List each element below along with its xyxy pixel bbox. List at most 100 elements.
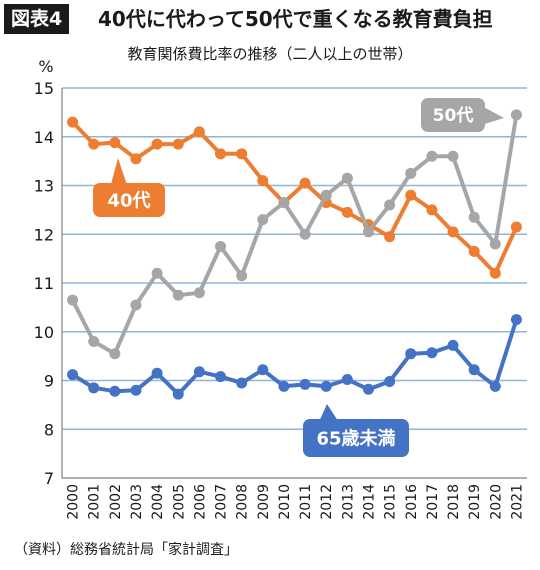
- data-point-s40: [341, 206, 353, 218]
- data-point-s50: [172, 289, 184, 301]
- data-point-s65: [447, 339, 459, 351]
- data-point-s65: [384, 375, 396, 387]
- data-point-s50: [320, 189, 332, 201]
- data-point-s65: [405, 348, 417, 360]
- data-point-s40: [257, 175, 269, 187]
- data-point-s40: [405, 189, 417, 201]
- data-point-s50: [362, 226, 374, 238]
- data-point-s40: [299, 177, 311, 189]
- y-tick-label: 14: [34, 128, 54, 147]
- data-point-s65: [193, 366, 205, 378]
- x-tick-label: 2005: [171, 484, 187, 520]
- data-point-s65: [151, 367, 163, 379]
- data-point-s40: [236, 148, 248, 160]
- data-point-s40: [67, 116, 79, 128]
- series-label-box-s40: [93, 183, 165, 217]
- x-tick-label: 2002: [108, 484, 124, 520]
- data-point-s65: [67, 369, 79, 381]
- figure-badge: 図表4: [4, 4, 70, 34]
- data-point-s65: [215, 371, 227, 383]
- data-point-s40: [193, 126, 205, 138]
- series-line-s50: [70, 112, 519, 356]
- data-point-s50: [299, 228, 311, 240]
- data-point-s65: [109, 385, 121, 397]
- x-tick-label: 2011: [298, 484, 314, 520]
- x-tick-label: 2017: [425, 484, 441, 520]
- data-point-s50: [341, 172, 353, 184]
- data-point-s40: [489, 267, 501, 279]
- data-point-s40: [468, 245, 480, 257]
- data-point-s65: [362, 383, 374, 395]
- data-point-s65: [236, 377, 248, 389]
- data-point-s65: [130, 384, 142, 396]
- chart-subtitle: 教育関係費比率の推移（二人以上の世帯）: [127, 45, 413, 63]
- x-tick-label: 2004: [150, 484, 166, 520]
- data-point-s50: [510, 109, 522, 121]
- x-tick-label: 2015: [383, 484, 399, 520]
- y-tick-label: 12: [34, 225, 54, 244]
- data-point-s65: [172, 388, 184, 400]
- x-tick-label: 2007: [214, 484, 230, 520]
- data-point-s40: [130, 153, 142, 165]
- data-point-s50: [193, 287, 205, 299]
- x-tick-label: 2013: [340, 484, 356, 520]
- series-line-s65: [70, 317, 519, 397]
- data-point-s50: [426, 150, 438, 162]
- data-point-s40: [447, 226, 459, 238]
- data-point-s65: [278, 380, 290, 392]
- x-tick-label: 2020: [488, 484, 504, 520]
- data-point-s40: [151, 138, 163, 150]
- data-point-s50: [384, 199, 396, 211]
- y-tick-label: 9: [44, 372, 54, 391]
- x-tick-label: 2006: [192, 484, 208, 520]
- series-label-pointer-s40: [110, 158, 128, 188]
- x-tick-label: 2014: [361, 484, 377, 520]
- data-point-s65: [341, 374, 353, 386]
- data-point-s50: [151, 267, 163, 279]
- y-tick-label: 10: [34, 323, 54, 342]
- x-tick-label: 2021: [509, 484, 525, 520]
- data-point-s50: [278, 197, 290, 209]
- x-tick-label: 2016: [404, 484, 420, 520]
- series-line-s40: [70, 120, 519, 276]
- x-tick-label: 2018: [446, 484, 462, 520]
- x-tick-label: 2000: [66, 484, 82, 520]
- y-tick-label: 7: [44, 469, 54, 488]
- data-point-s65: [88, 382, 100, 394]
- chart-header: 図表4 40代に代わって50代で重くなる教育費負担: [0, 0, 540, 38]
- data-point-s40: [426, 204, 438, 216]
- data-point-s40: [88, 138, 100, 150]
- data-point-s40: [172, 138, 184, 150]
- x-tick-label: 2009: [256, 484, 272, 520]
- data-point-s65: [257, 364, 269, 376]
- source-note: （資料）総務省統計局「家計調査」: [14, 542, 238, 558]
- data-point-s65: [489, 380, 501, 392]
- y-axis-label: %: [38, 57, 53, 76]
- data-point-s50: [468, 211, 480, 223]
- series-label-s50: 50代: [433, 105, 474, 126]
- x-tick-label: 2001: [87, 484, 103, 520]
- data-point-s50: [109, 348, 121, 360]
- data-point-s50: [88, 336, 100, 347]
- x-tick-label: 2010: [277, 484, 293, 520]
- data-point-s40: [109, 137, 121, 149]
- x-tick-label: 2008: [235, 484, 251, 520]
- data-point-s65: [468, 364, 480, 376]
- data-point-s50: [67, 294, 79, 306]
- data-point-s65: [426, 347, 438, 359]
- series-label-box-s65: [303, 419, 409, 457]
- series-label-box-s50: [421, 98, 485, 132]
- data-point-s65: [510, 314, 522, 326]
- data-point-s50: [130, 299, 142, 311]
- y-tick-label: 15: [34, 79, 54, 98]
- data-point-s50: [257, 214, 269, 226]
- series-label-s40: 40代: [107, 190, 150, 211]
- x-tick-label: 2003: [129, 484, 145, 520]
- x-tick-label: 2019: [467, 484, 483, 520]
- data-point-s50: [236, 270, 248, 282]
- data-point-s50: [447, 150, 459, 162]
- data-point-s65: [320, 380, 332, 392]
- data-point-s50: [405, 167, 417, 179]
- data-point-s65: [299, 378, 311, 390]
